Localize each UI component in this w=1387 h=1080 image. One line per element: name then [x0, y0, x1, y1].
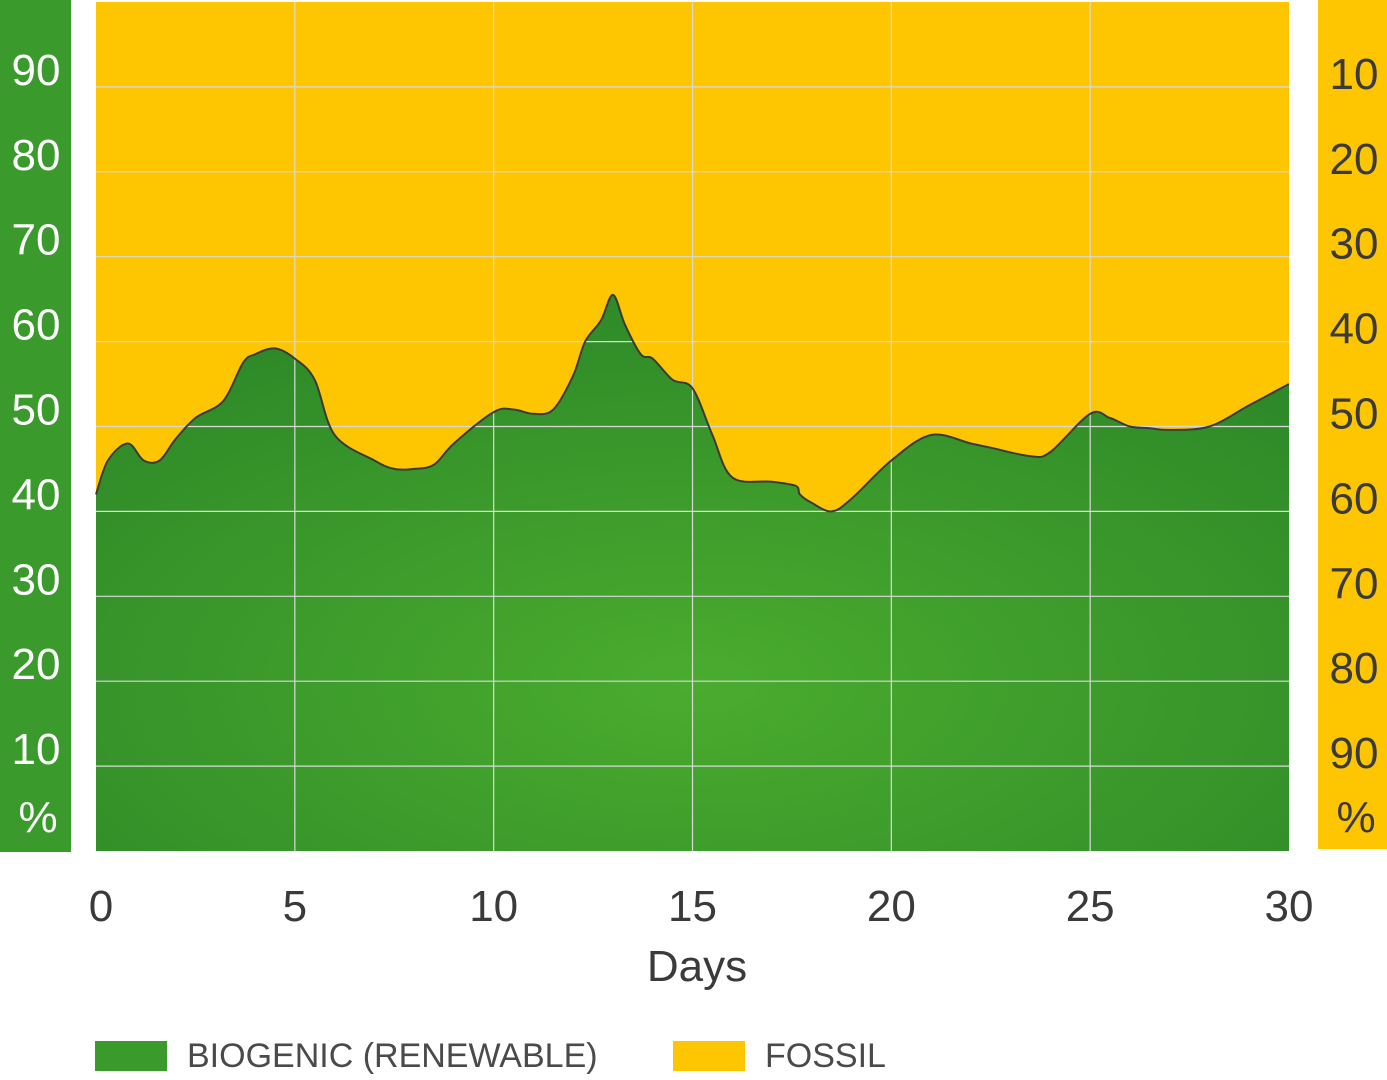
left-tick-label: 60 — [12, 301, 61, 350]
right-axis: 10 20 30 40 50 60 70 80 90 — [1330, 50, 1379, 778]
right-tick-label: 40 — [1330, 305, 1379, 354]
legend: BIOGENIC (RENEWABLE) FOSSIL — [0, 1036, 1387, 1076]
right-tick-label: 30 — [1330, 220, 1379, 269]
right-axis-band — [1318, 0, 1387, 849]
x-tick-label: 5 — [283, 882, 307, 931]
right-tick-label: 70 — [1330, 559, 1379, 608]
left-tick-label: 10 — [12, 725, 61, 774]
left-tick-label: 30 — [12, 555, 61, 604]
right-tick-label: 50 — [1330, 390, 1379, 439]
x-tick-label: 10 — [469, 882, 518, 931]
left-tick-label: 40 — [12, 470, 61, 519]
left-axis-unit: % — [18, 793, 57, 842]
left-axis: 90 80 70 60 50 40 30 20 10 — [12, 46, 61, 774]
left-tick-label: 90 — [12, 46, 61, 95]
x-axis: 0 5 10 15 20 25 30 — [89, 882, 1314, 931]
right-tick-label: 60 — [1330, 474, 1379, 523]
left-tick-label: 70 — [12, 216, 61, 265]
grid-lines — [96, 2, 1289, 851]
legend-label-biogenic: BIOGENIC (RENEWABLE) — [187, 1036, 598, 1075]
legend-item-biogenic: BIOGENIC (RENEWABLE) — [95, 1036, 598, 1076]
x-tick-label: 15 — [668, 882, 717, 931]
x-tick-label: 0 — [89, 882, 113, 931]
x-tick-label: 25 — [1066, 882, 1115, 931]
left-tick-label: 50 — [12, 386, 61, 435]
left-tick-label: 80 — [12, 131, 61, 180]
right-tick-label: 90 — [1330, 729, 1379, 778]
left-axis-band — [0, 0, 71, 852]
left-tick-label: 20 — [12, 640, 61, 689]
legend-swatch-biogenic — [95, 1041, 167, 1071]
legend-label-fossil: FOSSIL — [765, 1036, 886, 1075]
right-tick-label: 10 — [1330, 50, 1379, 99]
legend-swatch-fossil — [673, 1041, 745, 1071]
x-axis-title: Days — [647, 942, 747, 991]
legend-item-fossil: FOSSIL — [673, 1036, 886, 1076]
right-tick-label: 80 — [1330, 644, 1379, 693]
x-tick-label: 30 — [1265, 882, 1314, 931]
right-tick-label: 20 — [1330, 135, 1379, 184]
x-tick-label: 20 — [867, 882, 916, 931]
right-axis-unit: % — [1336, 793, 1375, 842]
biogenic-outline — [95, 293, 1290, 513]
